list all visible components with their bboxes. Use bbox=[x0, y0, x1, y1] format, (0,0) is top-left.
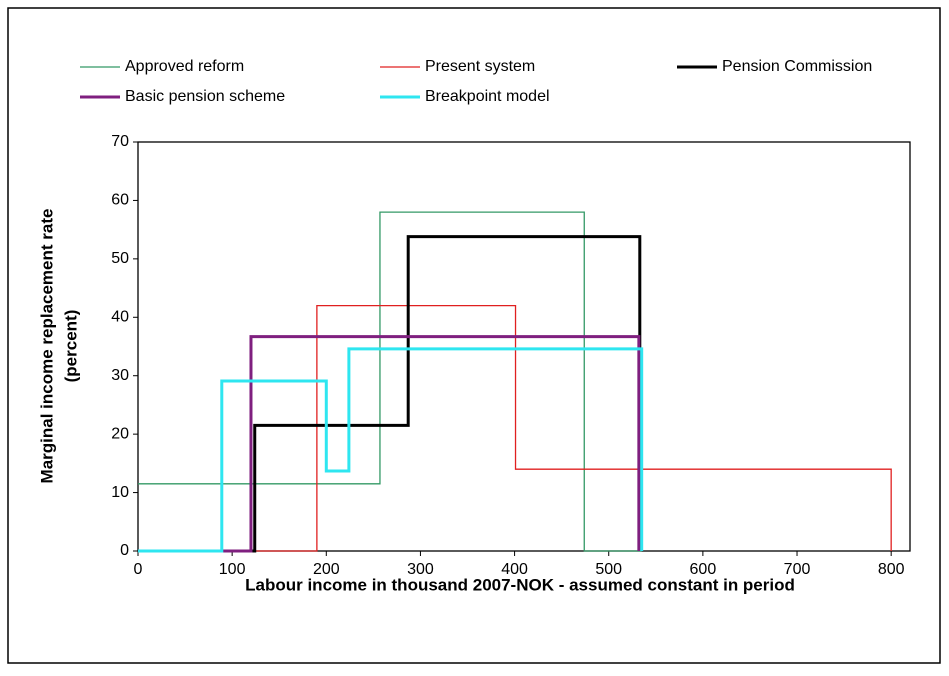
legend-label: Approved reform bbox=[125, 58, 244, 75]
x-tick-label: 800 bbox=[878, 561, 905, 578]
legend-label: Present system bbox=[425, 58, 535, 75]
series-line bbox=[138, 235, 642, 553]
y-tick-label: 60 bbox=[111, 192, 129, 209]
x-tick-label: 200 bbox=[313, 561, 340, 578]
legend-label: Pension Commission bbox=[722, 58, 872, 75]
y-tick-label: 70 bbox=[111, 133, 129, 150]
legend-label: Basic pension scheme bbox=[125, 88, 285, 105]
x-tick-label: 300 bbox=[407, 561, 434, 578]
series-line bbox=[138, 304, 892, 552]
y-tick-label: 0 bbox=[120, 542, 129, 559]
x-tick-label: 700 bbox=[784, 561, 811, 578]
x-tick-label: 600 bbox=[690, 561, 717, 578]
series-line bbox=[138, 347, 644, 553]
plot-frame bbox=[137, 141, 911, 552]
y-axis-title-line: Marginal income replacement rate bbox=[37, 209, 56, 484]
y-tick-label: 10 bbox=[111, 484, 129, 501]
y-tick-label: 40 bbox=[111, 309, 129, 326]
x-axis-title: Labour income in thousand 2007-NOK - ass… bbox=[245, 575, 795, 594]
y-tick-label: 30 bbox=[111, 367, 129, 384]
x-tick-label: 400 bbox=[501, 561, 528, 578]
y-tick-label: 50 bbox=[111, 250, 129, 267]
x-tick-label: 500 bbox=[595, 561, 622, 578]
x-tick-label: 100 bbox=[219, 561, 246, 578]
legend-label: Breakpoint model bbox=[425, 88, 550, 105]
y-axis-title: Marginal income replacement rate (percen… bbox=[37, 209, 80, 484]
y-axis-title-line: (percent) bbox=[61, 310, 80, 383]
x-tick-label: 0 bbox=[134, 561, 143, 578]
y-tick-label: 20 bbox=[111, 425, 129, 442]
series-line bbox=[138, 211, 642, 552]
